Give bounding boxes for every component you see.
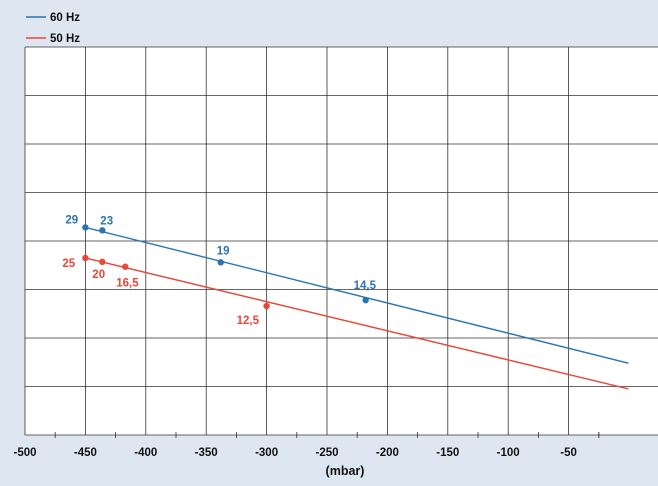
data-point [122, 263, 129, 270]
x-tick-label: -450 [74, 447, 97, 459]
data-point [82, 254, 89, 262]
grid [24, 46, 658, 438]
x-tick-label: -250 [315, 447, 338, 459]
series-lines [85, 226, 629, 390]
series-line-50-hz [85, 257, 629, 390]
data-point [263, 302, 270, 310]
x-tick-label: -150 [436, 447, 459, 459]
data-label: 16,5 [116, 278, 139, 290]
data-point [99, 258, 106, 266]
x-tick-label: -50 [560, 447, 577, 459]
data-label: 23 [100, 215, 113, 227]
data-point [82, 224, 89, 231]
x-axis-label: (mbar) [326, 464, 365, 478]
data-point [99, 227, 106, 234]
legend: 60 Hz 50 Hz [26, 12, 80, 45]
data-point [362, 296, 369, 304]
x-tick-label: -400 [134, 447, 157, 459]
legend-label: 50 Hz [50, 33, 80, 45]
x-tick-label: -300 [255, 447, 278, 459]
x-axis-ticks: -500 -450 -400 -350 -300 -250 -200 -150 -100 -50 [13, 447, 576, 459]
data-points: 29 23 19 14,5 25 20 16,5 12,5 [62, 214, 376, 327]
x-tick-label: -100 [497, 447, 520, 459]
legend-label: 60 Hz [50, 12, 80, 24]
series-line-60-hz [85, 226, 629, 364]
x-tick-label: -350 [195, 447, 218, 459]
data-label: 29 [65, 214, 78, 226]
data-label: 19 [217, 245, 230, 257]
data-label: 20 [92, 269, 105, 281]
data-label: 25 [62, 258, 75, 270]
x-tick-label: -200 [376, 447, 399, 459]
data-label: 12,5 [237, 315, 260, 327]
x-tick-label: -500 [13, 447, 36, 459]
data-point [217, 259, 224, 266]
data-label: 14,5 [354, 280, 377, 292]
